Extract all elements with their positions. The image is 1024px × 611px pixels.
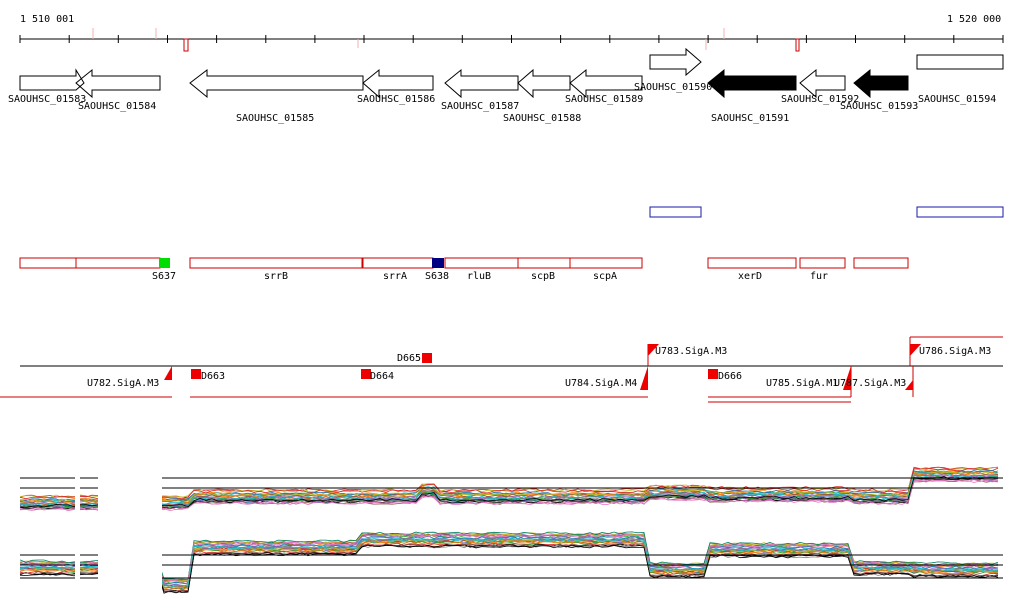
annotation-label: rluB bbox=[467, 271, 491, 282]
gene-arrow[interactable] bbox=[916, 54, 1004, 70]
annotation-box[interactable] bbox=[75, 257, 161, 269]
annotation-box[interactable] bbox=[707, 257, 797, 269]
signal-label: U787.SigA.M3 bbox=[834, 378, 906, 389]
profile-line bbox=[19, 538, 999, 588]
profile-line bbox=[19, 541, 999, 591]
signal-track: D663 D664 D665 D666 U782.SigA.M3 U783.Si… bbox=[0, 336, 1003, 403]
profile-line bbox=[19, 479, 999, 512]
profile-line bbox=[19, 469, 999, 502]
gene-arrow[interactable] bbox=[853, 68, 909, 99]
gene-label: SAOUHSC_01586 bbox=[357, 94, 435, 105]
annotation-label: xerD bbox=[738, 271, 762, 282]
profile-line bbox=[19, 544, 999, 594]
signal-label: U784.SigA.M4 bbox=[565, 378, 637, 389]
annotation-label: scpB bbox=[531, 271, 555, 282]
segment-label: D663 bbox=[201, 371, 225, 382]
annotation-box[interactable] bbox=[799, 257, 846, 269]
gene-label: SAOUHSC_01593 bbox=[840, 101, 918, 112]
signal-flag[interactable] bbox=[164, 366, 172, 380]
blue-feature[interactable] bbox=[916, 206, 1004, 218]
gene-label: SAOUHSC_01592 bbox=[781, 94, 859, 105]
start-coordinate: 1 510 001 bbox=[20, 14, 75, 25]
signal-label: U786.SigA.M3 bbox=[919, 346, 991, 357]
signal-label: U783.SigA.M3 bbox=[655, 346, 727, 357]
gene-track: SAOUHSC_01583 SAOUHSC_01584 SAOUHSC_0158… bbox=[8, 47, 1004, 124]
gene-arrow[interactable] bbox=[649, 47, 702, 77]
profile-line bbox=[19, 543, 999, 593]
end-coordinate: 1 520 000 bbox=[947, 14, 1002, 25]
profile-line bbox=[19, 474, 999, 506]
expression-profile-bottom bbox=[19, 531, 999, 594]
gene-arrow[interactable] bbox=[707, 68, 797, 99]
marker-s638[interactable] bbox=[432, 258, 444, 268]
signal-flag[interactable] bbox=[640, 366, 648, 390]
profile-line bbox=[19, 479, 999, 511]
annotation-label: fur bbox=[810, 271, 828, 282]
gene-label: SAOUHSC_01589 bbox=[565, 94, 643, 105]
annotation-box[interactable] bbox=[19, 257, 77, 269]
gene-arrow[interactable] bbox=[444, 68, 519, 99]
signal-flag[interactable] bbox=[905, 380, 913, 390]
annotation-box[interactable] bbox=[517, 257, 571, 269]
segment-label: D664 bbox=[370, 371, 394, 382]
profile-line bbox=[19, 535, 999, 585]
marker-s637[interactable] bbox=[159, 258, 170, 268]
annotation-box[interactable] bbox=[569, 257, 643, 269]
profile-line bbox=[19, 538, 999, 588]
gene-arrow[interactable] bbox=[19, 68, 85, 91]
blue-feature[interactable] bbox=[649, 206, 702, 218]
signal-flag[interactable] bbox=[843, 366, 851, 390]
coordinate-ruler bbox=[19, 28, 1004, 52]
annotation-box[interactable] bbox=[853, 257, 909, 269]
signal-label: U782.SigA.M3 bbox=[87, 378, 159, 389]
gene-label: SAOUHSC_01590 bbox=[634, 82, 712, 93]
annotation-label: scpA bbox=[593, 271, 617, 282]
segment-block[interactable] bbox=[191, 369, 201, 379]
annotation-box[interactable] bbox=[444, 257, 519, 269]
signal-flag[interactable] bbox=[648, 344, 659, 356]
signal-label: U785.SigA.M1 bbox=[766, 378, 838, 389]
annotation-label: srrB bbox=[264, 271, 288, 282]
annotation-track: srrB srrA rluB scpB scpA xerD fur S637 S… bbox=[19, 257, 909, 282]
gene-arrow[interactable] bbox=[362, 68, 434, 99]
gene-arrow[interactable] bbox=[799, 68, 846, 99]
gene-label: SAOUHSC_01588 bbox=[503, 113, 581, 124]
gene-label: SAOUHSC_01591 bbox=[711, 113, 789, 124]
gene-label: SAOUHSC_01587 bbox=[441, 101, 519, 112]
gene-arrow[interactable] bbox=[517, 68, 571, 99]
profile-line bbox=[19, 476, 999, 508]
profile-line bbox=[19, 467, 999, 500]
profile-line bbox=[19, 533, 999, 584]
signal-flag[interactable] bbox=[910, 344, 921, 356]
segment-block[interactable] bbox=[708, 369, 718, 379]
gene-arrow[interactable] bbox=[189, 68, 364, 99]
annotation-box[interactable] bbox=[189, 257, 363, 269]
gene-label: SAOUHSC_01583 bbox=[8, 94, 86, 105]
profile-line bbox=[19, 476, 999, 509]
segment-block[interactable] bbox=[361, 369, 371, 379]
profile-reference-lines bbox=[20, 460, 1003, 600]
segment-block[interactable] bbox=[422, 353, 432, 363]
gene-label: SAOUHSC_01594 bbox=[918, 94, 996, 105]
marker-label: S637 bbox=[152, 271, 176, 282]
profile-line bbox=[19, 540, 999, 591]
gene-label: SAOUHSC_01584 bbox=[78, 101, 156, 112]
profile-line bbox=[19, 471, 999, 503]
blue-feature-track bbox=[649, 206, 1004, 218]
annotation-label: srrA bbox=[383, 271, 407, 282]
gene-label: SAOUHSC_01585 bbox=[236, 113, 314, 124]
marker-label: S638 bbox=[425, 271, 449, 282]
segment-label: D665 bbox=[397, 353, 421, 364]
gene-arrow[interactable] bbox=[75, 68, 161, 99]
expression-profile-top bbox=[19, 466, 999, 512]
annotation-box[interactable] bbox=[362, 257, 434, 269]
gene-arrow[interactable] bbox=[569, 68, 643, 99]
profile-line bbox=[19, 531, 999, 580]
segment-label: D666 bbox=[718, 371, 742, 382]
